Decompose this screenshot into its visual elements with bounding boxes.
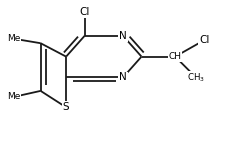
Text: Me: Me xyxy=(7,34,21,43)
Text: Cl: Cl xyxy=(79,7,89,17)
Text: CH: CH xyxy=(168,52,181,61)
Text: CH$_3$: CH$_3$ xyxy=(186,71,204,84)
Text: S: S xyxy=(63,102,69,112)
Text: Cl: Cl xyxy=(198,35,208,45)
Text: Me: Me xyxy=(7,92,21,101)
Text: N: N xyxy=(119,31,126,41)
Text: N: N xyxy=(119,72,126,83)
